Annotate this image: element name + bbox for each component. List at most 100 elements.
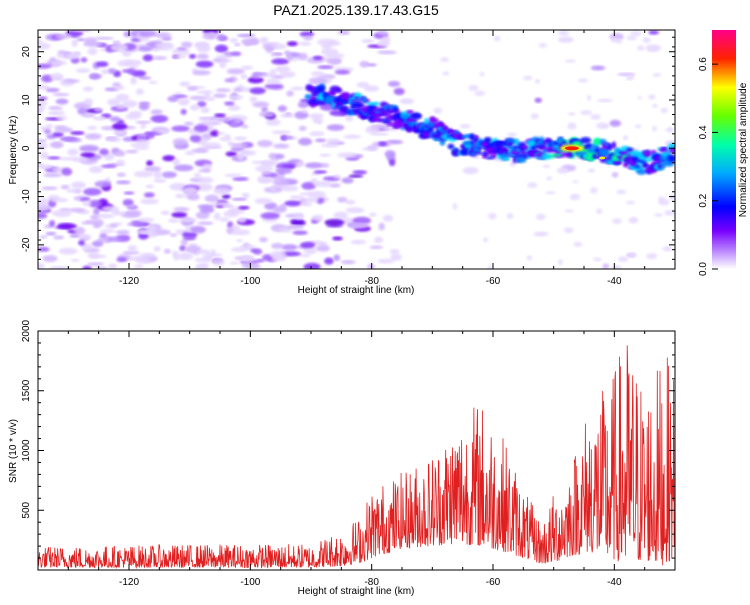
spectrogram-noise-blob [593,257,602,262]
spectrogram-noise-blob [50,197,69,203]
spectrogram-noise-blob [289,195,305,200]
snr-series-line [38,345,675,569]
spectrogram-noise-blob [270,53,282,57]
spectrogram-noise-blob [63,79,80,83]
spectrogram-ridge-blob [400,126,405,131]
spectrogram-noise-blob [56,115,68,121]
colorbar-ticks: 0.0 0.2 0.4 0.6 [698,57,718,276]
spectrogram-noise-blob [112,211,126,216]
spectrogram-noise-blob [204,194,220,203]
spectrogram-noise-blob [197,176,214,184]
spectrogram-noise-blob [198,169,212,173]
snr-y-tick-label: 1500 [21,379,32,402]
spectrogram-noise-blob [382,214,394,222]
spectrogram-noise-blob [52,93,70,97]
spectrogram-noise-blob [271,242,284,250]
spectrogram-noise-blob [564,209,574,213]
spectrogram-ridge-blob [657,163,662,169]
spectrogram-ridge-blob [442,125,449,132]
spectrogram-ridge-blob [668,143,675,148]
spectrogram-ridge-blob [354,96,360,100]
spectrogram-noise-blob [230,229,251,236]
spectrogram-noise-blob [99,232,108,239]
spectrogram-noise-blob [654,213,663,217]
spectrogram-noise-blob [143,192,155,198]
spectrogram-ridge-blob [522,153,528,158]
spectrogram-noise-blob [96,61,109,68]
spectrogram-noise-blob [303,246,317,255]
spectrogram-noise-blob [348,174,364,178]
spectrogram-noise-blob [249,96,258,103]
spectrogram-noise-blob [356,81,370,88]
spectrogram-noise-blob [39,235,48,239]
spectrogram-ridge-blob [607,144,612,152]
spectrogram-noise-blob [573,241,583,247]
spectrogram-noise-blob [241,124,249,129]
snr-y-tick-label: 1000 [21,439,32,462]
spectrogram-noise-blob [123,31,131,38]
spectrogram-noise-blob [214,44,229,53]
spectrogram-noise-blob [390,253,402,261]
spectrogram-noise-blob [637,45,645,51]
spectrogram-noise-blob [43,172,63,178]
spectrogram-noise-blob [170,233,177,237]
spectrogram-noise-blob [309,131,325,137]
spectrogram-noise-blob [377,50,397,55]
spectrogram-noise-blob [185,150,196,156]
spectrogram-noise-blob [71,181,86,189]
spectrogram-noise-blob [51,60,68,65]
spectrogram-noise-blob [378,141,388,147]
spectrogram-noise-blob [138,76,152,80]
spectrogram-noise-blob [125,149,139,154]
spectrogram-noise-blob [294,212,304,220]
spectrogram-noise-blob [626,35,638,41]
spectrogram-noise-blob [115,229,130,235]
spectrogram-noise-blob [468,84,479,92]
spectrogram-noise-blob [123,191,135,195]
spectrogram-noise-blob [664,128,675,132]
spectrogram-noise-blob [273,143,290,149]
spectrogram-ridge-blob [392,106,399,113]
spectrogram-ridge-blob [580,137,592,144]
spectrogram-noise-blob [253,72,268,76]
spectrogram-ridge-blob [613,160,622,165]
spectrogram-ridge-blob [460,147,470,156]
spectrogram-noise-blob [63,138,81,142]
spectrogram-noise-blob [83,98,94,106]
spectrogram-noise-blob [114,150,126,157]
spectrogram-noise-blob [189,104,200,111]
spectrogram-noise-blob [345,199,356,205]
spectrogram-noise-blob [393,87,405,96]
spectrogram-noise-blob [232,176,249,181]
spectrogram-noise-blob [67,148,79,156]
spectrogram-noise-blob [440,57,449,63]
spectrogram-noise-blob [110,43,129,52]
spectrogram-noise-blob [80,57,88,63]
spectrogram-noise-blob [45,87,60,93]
spectrogram-ridge-blob [541,153,551,160]
spectrogram-noise-blob [646,252,658,260]
spectrogram-noise-blob [87,125,98,131]
spectrogram-noise-blob [303,262,321,269]
spectrogram-noise-blob [254,197,273,204]
spectrogram-noise-blob [109,224,119,228]
spectrogram-noise-blob [260,171,272,175]
spectrogram-noise-blob [312,181,320,186]
spectrogram-ridge-blob [447,143,455,150]
spectrogram-y-tick-label: 20 [21,46,32,58]
spectrogram-noise-blob [55,33,72,39]
spectrogram-noise-blob [233,87,242,92]
spectrogram-noise-blob [150,115,169,123]
spectrogram-noise-blob [228,105,241,111]
spectrogram-noise-blob [91,240,104,247]
spectrogram-noise-blob [300,254,311,258]
spectrogram-noise-blob [39,164,53,170]
spectrogram-noise-blob [47,156,61,160]
colorbar-gradient [712,30,736,269]
spectrogram-noise-blob [140,123,147,129]
spectrogram-noise-blob [307,190,327,199]
spectrogram-x-tick-label: -120 [119,276,139,287]
spectrogram-noise-blob [74,226,86,235]
spectrogram-noise-blob [116,105,126,110]
spectrogram-noise-blob [224,101,235,106]
